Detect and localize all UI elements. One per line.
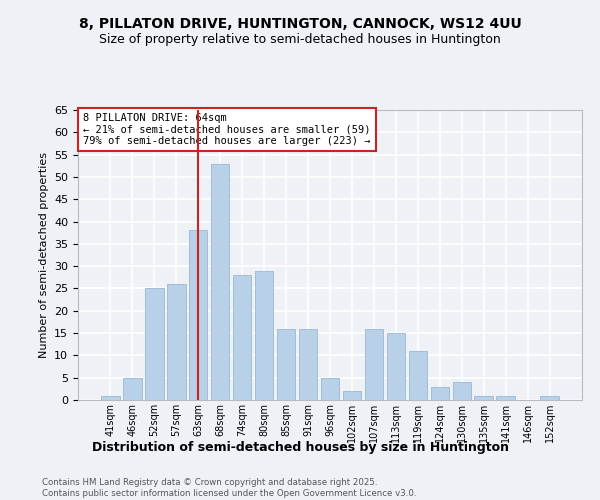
- Bar: [211, 164, 229, 400]
- Bar: [409, 351, 427, 400]
- Text: Contains HM Land Registry data © Crown copyright and database right 2025.
Contai: Contains HM Land Registry data © Crown c…: [42, 478, 416, 498]
- Bar: [145, 288, 164, 400]
- Bar: [343, 391, 361, 400]
- Bar: [541, 396, 559, 400]
- Bar: [452, 382, 471, 400]
- Text: Size of property relative to semi-detached houses in Huntington: Size of property relative to semi-detach…: [99, 32, 501, 46]
- Bar: [233, 275, 251, 400]
- Bar: [475, 396, 493, 400]
- Bar: [123, 378, 142, 400]
- Bar: [277, 328, 295, 400]
- Text: Distribution of semi-detached houses by size in Huntington: Distribution of semi-detached houses by …: [91, 441, 509, 454]
- Bar: [299, 328, 317, 400]
- Bar: [320, 378, 340, 400]
- Text: 8 PILLATON DRIVE: 64sqm
← 21% of semi-detached houses are smaller (59)
79% of se: 8 PILLATON DRIVE: 64sqm ← 21% of semi-de…: [83, 113, 371, 146]
- Bar: [101, 396, 119, 400]
- Bar: [189, 230, 208, 400]
- Bar: [386, 333, 405, 400]
- Text: 8, PILLATON DRIVE, HUNTINGTON, CANNOCK, WS12 4UU: 8, PILLATON DRIVE, HUNTINGTON, CANNOCK, …: [79, 18, 521, 32]
- Bar: [431, 386, 449, 400]
- Bar: [167, 284, 185, 400]
- Bar: [365, 328, 383, 400]
- Bar: [496, 396, 515, 400]
- Y-axis label: Number of semi-detached properties: Number of semi-detached properties: [38, 152, 49, 358]
- Bar: [255, 270, 274, 400]
